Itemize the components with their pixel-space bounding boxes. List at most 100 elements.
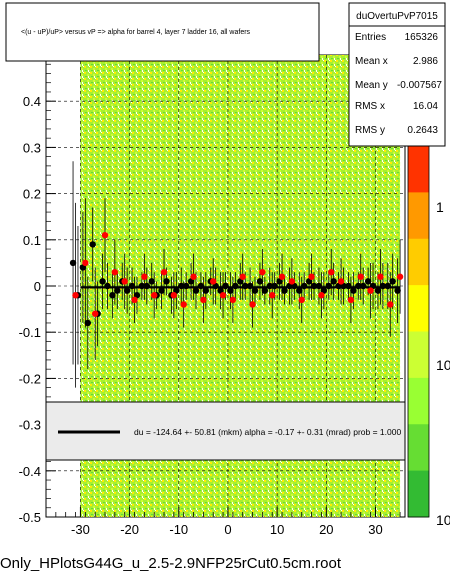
data-point	[72, 292, 79, 299]
x-tick-label: -20	[120, 522, 139, 537]
title-box	[5, 2, 320, 62]
data-point	[374, 287, 382, 294]
y-tick-label: -0.1	[19, 325, 41, 340]
colorbar-label-bottom: 10	[436, 512, 450, 528]
stats-label-entries: Entries	[355, 32, 386, 43]
data-point	[84, 319, 92, 327]
data-point	[359, 282, 367, 290]
data-point	[330, 278, 337, 285]
stats-label-rms-y: RMS y	[355, 125, 385, 136]
x-tick-label: -10	[169, 522, 188, 537]
data-point	[278, 273, 286, 280]
data-point	[210, 278, 217, 285]
x-tick-label: -30	[71, 522, 90, 537]
stats-value-mean-x: 2.986	[413, 56, 438, 67]
data-point	[182, 282, 190, 290]
data-point	[308, 273, 315, 280]
data-point	[256, 278, 264, 285]
data-point	[219, 292, 227, 299]
data-point	[261, 287, 269, 294]
data-point	[241, 282, 249, 290]
data-point	[271, 282, 278, 290]
data-point	[384, 282, 391, 290]
colorbar-segment	[408, 377, 429, 425]
data-point	[281, 287, 288, 294]
fit-legend: du = -124.64 +- 50.81 (mkm) alpha = -0.1…	[45, 401, 406, 461]
y-tick-label: 0.2	[23, 187, 41, 202]
data-point	[192, 287, 200, 294]
data-point	[364, 278, 372, 285]
data-point	[246, 282, 254, 290]
data-point	[69, 259, 77, 267]
axis-layer: -30 -20 -10 0 10 20 30 -0.5 -0.4 -0.3 -0.2 -0.1 0 0.1…	[19, 63, 401, 537]
data-point	[389, 278, 396, 285]
stats-name: duOvertuPvP7015	[356, 11, 438, 22]
stats-value-mean-y: -0.007567	[397, 80, 442, 91]
data-point	[259, 268, 266, 276]
data-point	[109, 292, 116, 299]
data-point	[202, 287, 210, 294]
data-point	[394, 287, 401, 294]
colorbar-label: 10	[436, 357, 450, 373]
y-tick-label: 0.1	[23, 233, 41, 248]
data-point	[200, 296, 207, 304]
data-point	[82, 259, 89, 267]
data-point	[141, 273, 148, 280]
data-point	[347, 296, 355, 304]
data-point	[337, 278, 345, 285]
data-point	[121, 278, 128, 285]
chart-title: <(u - uP)/uP> versus vP => alpha for bar…	[21, 29, 251, 36]
y-tick-label: -0.2	[19, 371, 41, 386]
series-profile_red	[72, 198, 404, 388]
data-point	[123, 287, 131, 294]
data-point	[104, 282, 111, 290]
data-point	[310, 282, 318, 290]
colorbar-segment	[408, 285, 429, 332]
data-point	[111, 268, 119, 276]
data-point	[101, 231, 109, 239]
data-point	[357, 273, 364, 280]
y-tick-label: -0.3	[19, 418, 41, 433]
y-tick-label: 0	[34, 279, 41, 294]
data-point	[190, 273, 197, 280]
data-point	[377, 273, 384, 280]
data-point	[367, 287, 374, 294]
data-point	[158, 287, 165, 294]
data-point	[355, 282, 362, 290]
y-tick-label: -0.4	[19, 464, 41, 479]
data-point	[315, 282, 323, 290]
data-point	[163, 278, 170, 285]
data-point	[150, 292, 158, 299]
x-tick-label: 30	[368, 522, 382, 537]
data-point	[114, 287, 121, 294]
data-point	[138, 282, 146, 290]
data-point	[197, 282, 205, 290]
stats-value-rms-y: 0.2643	[407, 125, 438, 136]
data-point	[387, 301, 394, 308]
colorbar-segment	[408, 238, 429, 286]
x-tick-label: 0	[224, 522, 231, 537]
data-point	[178, 282, 185, 290]
stats-label-mean-x: Mean x	[355, 56, 388, 67]
data-point	[180, 301, 187, 308]
data-point	[143, 282, 151, 290]
data-point	[128, 282, 136, 290]
x-tick-label: 10	[270, 522, 284, 537]
data-point	[328, 268, 335, 276]
y-tick-label: -0.5	[19, 510, 41, 525]
colorbar-segment	[408, 470, 429, 518]
data-point	[148, 278, 155, 285]
colorbar-segment	[408, 192, 429, 240]
data-point	[345, 282, 352, 290]
data-point	[232, 282, 239, 290]
stats-label-mean-y: Mean y	[355, 80, 388, 91]
stats-value-entries: 165326	[405, 32, 439, 43]
footer-filename: Only_HPlotsG44G_u_2.5-2.9NFP25rCut0.5cm.…	[0, 555, 342, 572]
data-point	[89, 241, 96, 248]
data-point	[131, 296, 138, 304]
colorbar-segment	[408, 146, 429, 193]
data-point	[318, 292, 325, 299]
colorbar: 1 10 10	[407, 145, 450, 528]
colorbar-segment	[408, 424, 429, 472]
